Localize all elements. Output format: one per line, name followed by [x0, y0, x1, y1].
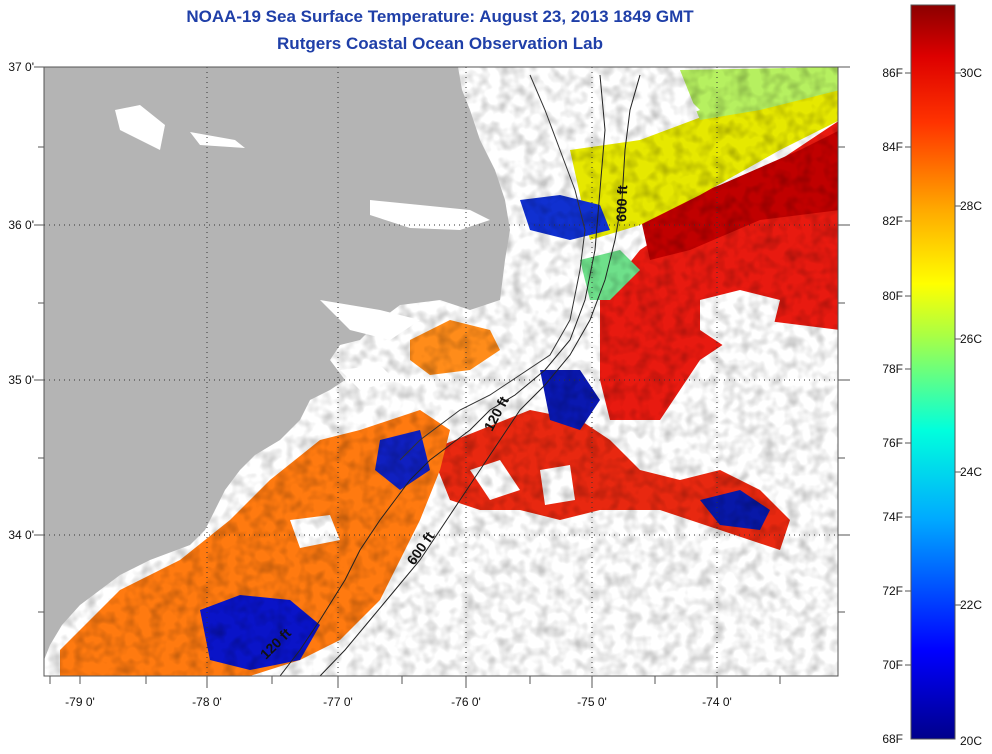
contour-600ft — [319, 74, 641, 676]
contour-120ft — [279, 74, 606, 676]
colorbar — [910, 4, 956, 740]
cb-c-30: 30C — [960, 66, 982, 80]
cb-f-70: 70F — [882, 658, 903, 672]
cb-c-28: 28C — [960, 199, 982, 213]
cb-f-72: 72F — [882, 584, 903, 598]
cb-c-20: 20C — [960, 734, 982, 748]
lat-label-36: 36 0' — [8, 218, 34, 232]
colorbar-ticks — [905, 72, 961, 666]
lat-label-37: 37 0' — [8, 60, 34, 74]
cb-c-26: 26C — [960, 332, 982, 346]
cb-f-68: 68F — [882, 732, 903, 746]
map-frame — [43, 66, 839, 677]
lon-label-76: -76 0' — [451, 695, 481, 709]
frame-ticks — [34, 66, 850, 688]
cb-f-74: 74F — [882, 510, 903, 524]
map-title: NOAA-19 Sea Surface Temperature: August … — [186, 7, 694, 26]
lon-label-79: -79 0' — [65, 695, 95, 709]
lon-label-78: -78 0' — [192, 695, 222, 709]
cb-f-78: 78F — [882, 362, 903, 376]
outer-banks — [399, 74, 586, 461]
contour-label-600ft-north: 600 ft — [613, 185, 630, 222]
lat-label-35: 35 0' — [8, 373, 34, 387]
cb-f-76: 76F — [882, 436, 903, 450]
cb-c-24: 24C — [960, 465, 982, 479]
cb-f-84: 84F — [882, 140, 903, 154]
cb-c-22: 22C — [960, 598, 982, 612]
lon-label-74: -74 0' — [702, 695, 732, 709]
cb-f-80: 80F — [882, 289, 903, 303]
lat-label-34: 34 0' — [8, 528, 34, 542]
cb-f-86: 86F — [882, 66, 903, 80]
lon-label-75: -75 0' — [577, 695, 607, 709]
map-subtitle: Rutgers Coastal Ocean Observation Lab — [277, 34, 603, 53]
lon-label-77: -77 0' — [323, 695, 353, 709]
sounds — [115, 105, 490, 390]
cb-f-82: 82F — [882, 214, 903, 228]
